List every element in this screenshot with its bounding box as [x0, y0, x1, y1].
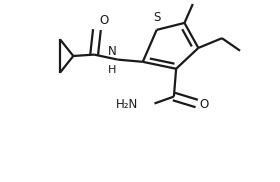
Text: O: O — [99, 14, 108, 27]
Text: H: H — [108, 65, 116, 75]
Text: N: N — [108, 45, 116, 58]
Text: H₂N: H₂N — [116, 98, 138, 111]
Text: S: S — [153, 11, 161, 24]
Text: O: O — [199, 98, 208, 111]
